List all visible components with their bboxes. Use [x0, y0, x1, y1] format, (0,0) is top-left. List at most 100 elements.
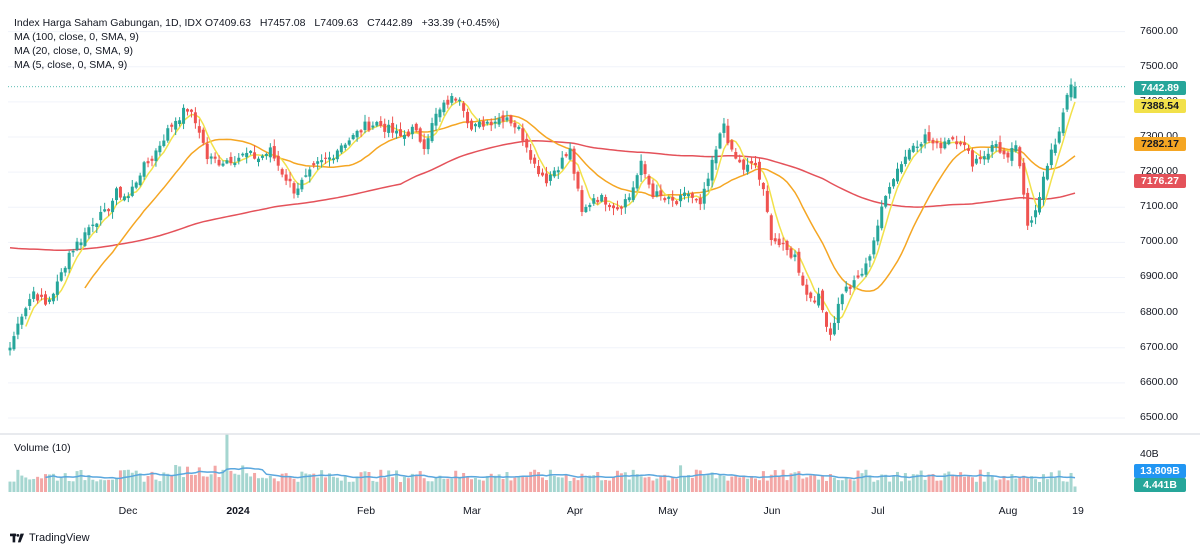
volume-bar: [154, 479, 158, 492]
legend-ohlc-row: Index Harga Saham Gabungan, 1D, IDX O740…: [14, 16, 500, 30]
candle-body: [99, 211, 103, 221]
ma100-line: [9, 140, 1076, 251]
candle-body: [757, 161, 761, 180]
volume-bar: [367, 472, 371, 492]
volume-bar: [450, 478, 454, 492]
volume-legend[interactable]: Volume (10): [14, 442, 71, 454]
volume-bar: [47, 474, 51, 492]
time-tick: Dec: [118, 505, 138, 517]
volume-bar: [391, 477, 395, 492]
volume-bar: [446, 478, 450, 492]
volume-bar: [809, 475, 813, 492]
volume-bar: [245, 473, 249, 492]
candle-body: [888, 186, 892, 194]
legend-ma5[interactable]: MA (5, close, 0, SMA, 9): [14, 59, 128, 71]
volume-bar: [375, 481, 379, 492]
legend-low: L7409.63: [314, 17, 359, 29]
volume-bar: [856, 470, 860, 492]
volume-bar: [509, 480, 513, 492]
candle-body: [399, 129, 402, 137]
tradingview-brand[interactable]: TradingView: [10, 532, 90, 544]
volume-bar: [351, 481, 355, 492]
candle-body: [959, 142, 963, 145]
volume-bar: [296, 481, 300, 492]
candle-body: [923, 134, 927, 144]
candle-body: [951, 137, 955, 140]
candle-body: [998, 142, 1002, 153]
volume-bar: [722, 475, 726, 492]
volume-bar: [44, 474, 47, 492]
volume-bar: [324, 477, 328, 492]
candle-body: [493, 121, 497, 124]
volume-bar: [166, 473, 170, 492]
volume-bar: [663, 474, 667, 492]
candle-body: [402, 134, 406, 139]
volume-bar: [217, 477, 221, 492]
ma20-line: [84, 114, 1076, 292]
candle-body: [442, 102, 446, 113]
candle-body: [726, 125, 730, 144]
volume-bar: [757, 480, 761, 492]
candle-body: [418, 128, 422, 142]
candle-body: [466, 111, 470, 124]
candle-body: [730, 140, 734, 150]
candle-body: [213, 156, 217, 159]
candle-body: [805, 284, 809, 295]
candle-body: [789, 248, 793, 258]
candle-body: [355, 130, 359, 138]
volume-bar: [1045, 479, 1049, 492]
volume-bar: [903, 473, 907, 492]
volume-bar: [761, 471, 765, 492]
volume-bar: [655, 478, 659, 492]
candle-body: [229, 156, 233, 164]
candle-body: [750, 161, 754, 164]
volume-bar: [260, 477, 264, 492]
volume-bar: [801, 478, 805, 492]
candle-body: [1053, 144, 1057, 153]
volume-bar: [580, 473, 584, 492]
candle-body: [130, 186, 134, 196]
candle-body: [146, 161, 150, 164]
candle-body: [663, 198, 667, 201]
candle-body: [734, 151, 738, 159]
volume-bar: [1022, 475, 1026, 492]
legend-ma20[interactable]: MA (20, close, 0, SMA, 9): [14, 45, 134, 57]
candle-body: [193, 112, 197, 124]
candle-body: [40, 294, 44, 297]
candle-body: [935, 141, 939, 144]
volume-bar: [754, 478, 757, 492]
volume-bar: [186, 466, 189, 492]
volume-bar: [521, 476, 525, 492]
candle-body: [1073, 86, 1077, 99]
volume-bar: [915, 474, 919, 492]
candle-body: [903, 156, 907, 164]
candle-body: [245, 152, 249, 158]
volume-bar: [1073, 486, 1077, 492]
candle-body: [848, 286, 852, 289]
candle-body: [809, 292, 813, 299]
candle-body: [801, 275, 805, 286]
volume-bar: [619, 473, 623, 492]
candle-body: [943, 141, 947, 149]
volume-bar: [548, 469, 552, 492]
volume-bar: [426, 481, 430, 492]
candle-body: [907, 149, 911, 160]
volume-bar: [955, 475, 959, 492]
candle-body: [828, 328, 832, 335]
candle-body: [872, 240, 876, 255]
legend-ma100[interactable]: MA (100, close, 0, SMA, 9): [14, 31, 139, 43]
volume-bar: [197, 467, 201, 492]
legend-close: C7442.89: [367, 17, 413, 29]
volume-bar: [943, 473, 947, 492]
candle-body: [47, 299, 51, 302]
candle-body: [446, 99, 450, 105]
time-tick: Aug: [998, 505, 1018, 517]
volume-bar: [395, 470, 399, 492]
volume-bar: [406, 478, 410, 492]
volume-bar: [1018, 476, 1022, 492]
candle-body: [505, 117, 509, 121]
candle-body: [919, 143, 923, 147]
volume-bar: [355, 476, 359, 492]
volume-bar: [24, 477, 28, 492]
